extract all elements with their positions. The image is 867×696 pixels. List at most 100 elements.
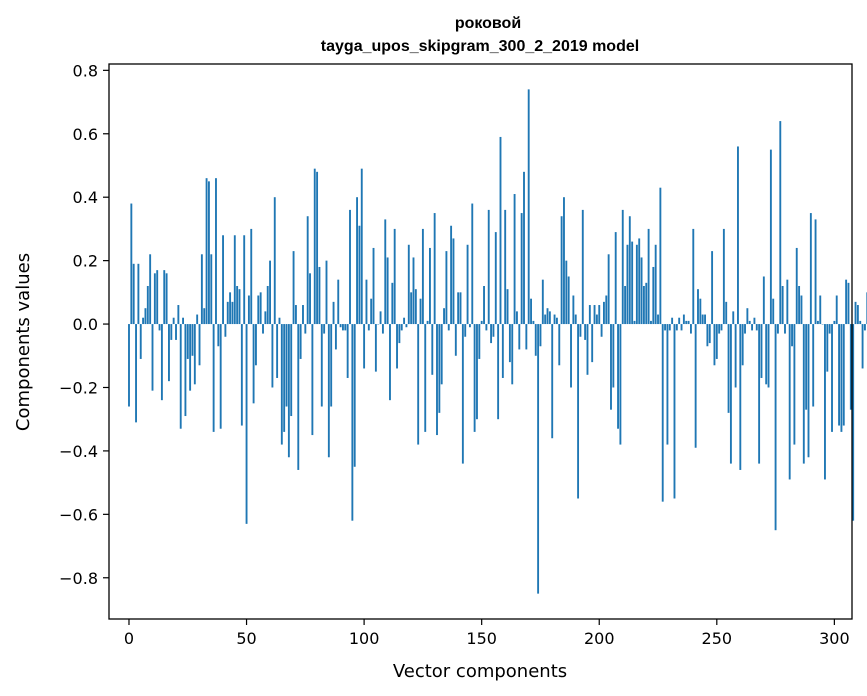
bar [612, 324, 615, 388]
bar [196, 314, 199, 325]
x-tick-label: 200 [584, 629, 615, 648]
bar [471, 203, 474, 325]
bar [694, 324, 697, 448]
bar [534, 324, 537, 356]
bar [610, 324, 612, 410]
bar [212, 324, 215, 432]
bar [551, 324, 554, 439]
bar [687, 320, 690, 325]
bar [370, 298, 373, 325]
bar [360, 168, 363, 325]
bar [765, 324, 768, 385]
bar [513, 194, 516, 325]
bar [480, 320, 483, 325]
bar [588, 305, 591, 325]
bar [699, 298, 702, 325]
bar [320, 324, 323, 407]
bar [269, 260, 271, 325]
bar [398, 324, 401, 344]
bar [744, 324, 746, 334]
y-tick-label: 0.6 [73, 125, 98, 144]
bar [734, 324, 737, 388]
y-tick-label: −0.2 [59, 378, 98, 397]
bar [304, 324, 307, 334]
bar [358, 225, 361, 325]
bar [563, 197, 565, 325]
bar [779, 121, 782, 325]
bar [635, 244, 638, 325]
bar [558, 324, 561, 366]
bar [824, 324, 826, 480]
bar [805, 324, 808, 410]
bar [852, 324, 855, 521]
bar [650, 320, 652, 325]
bar [149, 254, 152, 325]
x-tick-label: 100 [349, 629, 380, 648]
bar [518, 324, 521, 350]
bar [755, 324, 758, 331]
y-axis-label: Components values [13, 253, 34, 431]
bar [511, 324, 514, 385]
bar [532, 320, 535, 325]
x-axis-label: Vector components [393, 661, 567, 682]
bar [826, 324, 829, 372]
bar [417, 324, 420, 445]
bar [845, 279, 848, 325]
bar [565, 260, 568, 325]
bar [142, 317, 145, 325]
bar [581, 209, 584, 325]
bar [739, 324, 742, 470]
bar [170, 324, 173, 340]
bar [713, 324, 716, 366]
bar [494, 232, 497, 325]
bar [631, 241, 634, 325]
bar [833, 320, 836, 325]
bar [443, 308, 445, 325]
bar [546, 308, 549, 325]
bar [548, 311, 551, 325]
bar [278, 317, 281, 325]
bar [229, 292, 232, 325]
bar [215, 178, 217, 325]
bar [158, 324, 161, 331]
bar [250, 228, 253, 325]
x-tick-label: 150 [466, 629, 497, 648]
bar [570, 324, 572, 388]
bar [737, 146, 739, 325]
bar [527, 89, 530, 325]
bar [233, 235, 236, 325]
bar [433, 213, 436, 325]
bar [809, 213, 812, 325]
bar [302, 305, 304, 325]
bar [393, 228, 396, 325]
bar [574, 314, 577, 325]
bar [577, 324, 580, 499]
bar [419, 298, 422, 325]
bar [633, 320, 636, 325]
bar [659, 187, 662, 325]
bar [290, 324, 293, 417]
y-axis-ticks: −0.8 −0.6 −0.4 −0.2 0.0 0.2 0.4 0.6 0.8 [59, 61, 109, 588]
bar [426, 320, 429, 325]
bar [859, 320, 862, 325]
bar [139, 324, 142, 359]
bar [666, 324, 669, 445]
bar [516, 311, 518, 325]
bar [264, 311, 267, 325]
bar [327, 324, 330, 458]
bar [172, 317, 175, 325]
bar [236, 286, 239, 325]
bar [617, 324, 619, 429]
bar [344, 324, 347, 331]
bar [240, 324, 243, 426]
bar [349, 209, 351, 325]
bar [255, 324, 257, 366]
bar [614, 232, 617, 325]
bar [664, 324, 667, 331]
bar [332, 301, 335, 325]
bar [725, 301, 728, 325]
bar [567, 276, 570, 325]
bar [487, 209, 490, 325]
bar [219, 324, 222, 429]
